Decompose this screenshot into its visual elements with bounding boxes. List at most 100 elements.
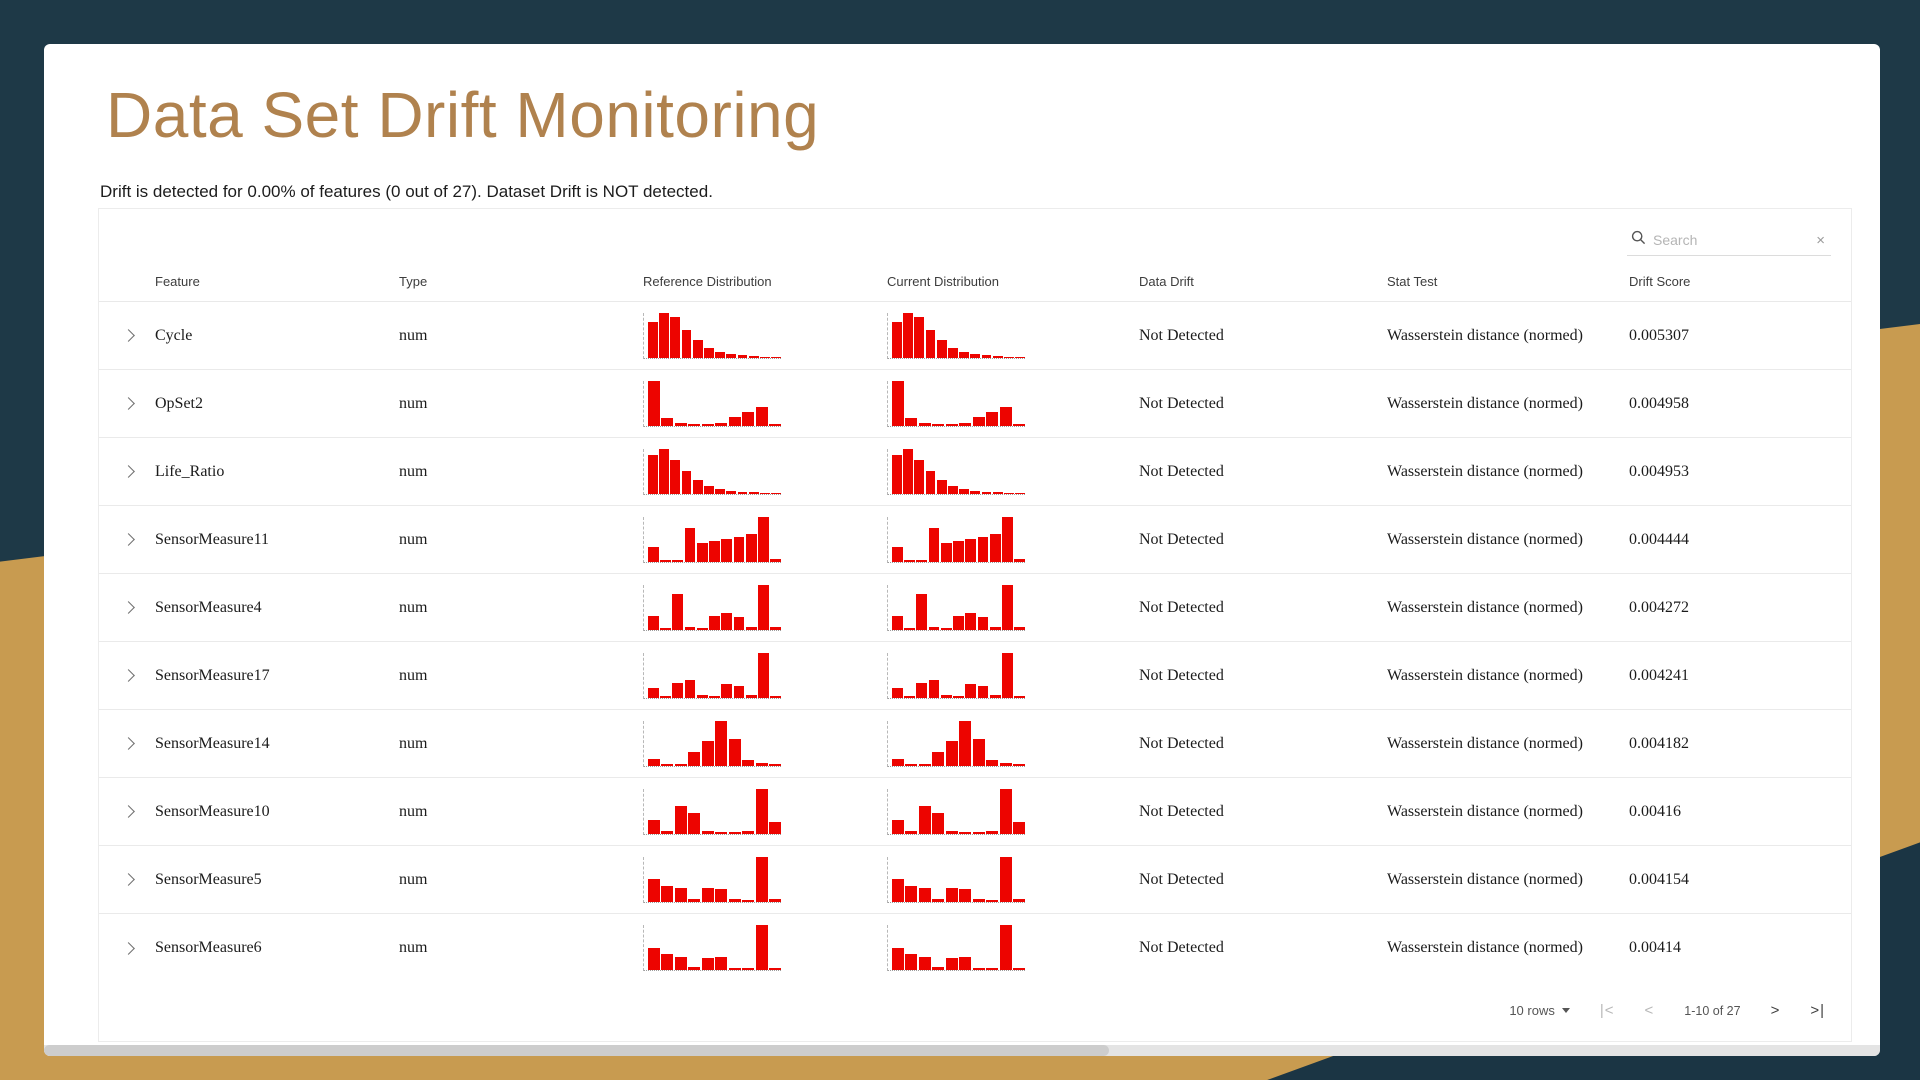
data-drift-status: Not Detected xyxy=(1139,326,1224,344)
histogram-bar xyxy=(648,759,660,766)
row-expander-button[interactable] xyxy=(99,465,155,478)
column-header: Drift Score xyxy=(1629,274,1691,289)
histogram-bar xyxy=(701,831,714,834)
table-row: SensorMeasure10 num Not Detected Wasserstei… xyxy=(99,778,1851,846)
histogram-bar xyxy=(674,423,687,426)
histogram-bar xyxy=(999,788,1012,834)
histogram-bar xyxy=(648,687,659,698)
histogram-bar xyxy=(728,899,741,902)
histogram-bar xyxy=(989,626,1001,630)
histogram-bar xyxy=(1014,627,1026,630)
feature-name: Life_Ratio xyxy=(155,462,225,480)
row-expander-button[interactable] xyxy=(99,397,155,410)
histogram-bar xyxy=(770,695,782,698)
histogram-bar xyxy=(737,355,748,358)
histogram-bar xyxy=(904,695,915,698)
histogram-bar xyxy=(918,763,931,766)
histogram-bar xyxy=(940,627,952,630)
feature-name: SensorMeasure10 xyxy=(155,802,270,820)
histogram-bar xyxy=(661,763,674,766)
horizontal-scrollbar[interactable] xyxy=(44,1045,1880,1056)
current-distribution-chart xyxy=(887,856,1026,903)
histogram-bar xyxy=(674,805,687,834)
histogram-bar xyxy=(742,760,755,766)
histogram-bar xyxy=(999,925,1012,970)
histogram-bar xyxy=(972,899,985,902)
histogram-bar xyxy=(701,958,714,970)
last-page-button[interactable]: >| xyxy=(1810,1002,1825,1019)
histogram-bar xyxy=(1014,695,1026,698)
chevron-right-icon xyxy=(121,805,135,818)
feature-type: num xyxy=(399,394,428,412)
row-expander-button[interactable] xyxy=(99,941,155,955)
rows-per-page-select[interactable]: 10 rows xyxy=(1509,1003,1570,1018)
row-expander-button[interactable] xyxy=(99,873,155,886)
row-expander-button[interactable] xyxy=(99,805,155,818)
row-expander-button[interactable] xyxy=(99,533,155,546)
histogram-bar xyxy=(945,888,958,902)
column-header: Reference Distribution xyxy=(643,274,772,289)
stat-test-name: Wasserstein distance (normed) xyxy=(1387,394,1583,412)
feature-type: num xyxy=(399,870,428,888)
histogram-bar xyxy=(660,559,671,562)
histogram-bar xyxy=(953,541,964,562)
data-drift-status: Not Detected xyxy=(1139,802,1224,820)
histogram-bar xyxy=(692,480,703,494)
histogram-bar xyxy=(758,652,769,698)
stat-test-name: Wasserstein distance (normed) xyxy=(1387,939,1583,956)
histogram-bar xyxy=(992,492,1003,494)
histogram-bar xyxy=(986,899,999,902)
chevron-right-icon xyxy=(121,737,135,750)
data-drift-status: Not Detected xyxy=(1139,870,1224,888)
histogram-bar xyxy=(755,763,768,766)
histogram-bar xyxy=(661,953,674,970)
reference-distribution-chart xyxy=(643,788,782,835)
histogram-bar xyxy=(918,423,931,426)
histogram-bar xyxy=(959,831,972,834)
histogram-bar xyxy=(932,752,945,766)
histogram-bar xyxy=(661,831,674,834)
data-drift-status: Not Detected xyxy=(1139,939,1224,956)
row-expander-button[interactable] xyxy=(99,737,155,750)
histogram-bar xyxy=(970,490,981,494)
histogram-bar xyxy=(659,312,669,358)
chevron-right-icon xyxy=(121,873,135,886)
clear-search-icon[interactable]: × xyxy=(1816,231,1825,249)
histogram-bar xyxy=(986,831,999,834)
scrollbar-thumb[interactable] xyxy=(44,1045,1109,1056)
current-distribution-chart xyxy=(887,584,1026,631)
first-page-button[interactable]: |< xyxy=(1599,1002,1615,1019)
data-drift-status: Not Detected xyxy=(1139,462,1224,480)
histogram-bar xyxy=(965,613,977,630)
chevron-right-icon xyxy=(121,533,135,546)
histogram-bar xyxy=(737,491,748,494)
histogram-bar xyxy=(701,888,714,902)
reference-distribution-chart-cell xyxy=(643,652,887,699)
row-expander-button[interactable] xyxy=(99,601,155,614)
current-distribution-chart-cell xyxy=(887,788,1139,835)
search-icon xyxy=(1631,230,1646,250)
stat-test-name: Wasserstein distance (normed) xyxy=(1387,870,1583,888)
row-expander-button[interactable] xyxy=(99,669,155,682)
table-body: Cycle num Not Detected Wasserstein distance… xyxy=(99,302,1851,982)
histogram-bar xyxy=(688,967,701,970)
row-expander-button[interactable] xyxy=(99,329,155,342)
feature-type: num xyxy=(399,598,428,616)
histogram-bar xyxy=(771,356,781,358)
histogram-bar xyxy=(704,485,714,494)
previous-page-button[interactable]: < xyxy=(1644,1002,1655,1019)
table-row: SensorMeasure6 num Not Detected Wasserstein… xyxy=(99,914,1851,982)
histogram-bar xyxy=(945,958,958,970)
current-distribution-chart-cell xyxy=(887,516,1139,563)
histogram-bar xyxy=(648,879,660,902)
search-input[interactable] xyxy=(1653,232,1808,248)
histogram-bar xyxy=(916,594,928,630)
current-distribution-chart xyxy=(887,925,1026,971)
histogram-bar xyxy=(684,527,696,562)
search-box[interactable]: × xyxy=(1627,225,1831,256)
histogram-bar xyxy=(1013,764,1026,766)
histogram-bar xyxy=(965,539,977,562)
next-page-button[interactable]: > xyxy=(1770,1002,1781,1019)
histogram-bar xyxy=(721,684,733,698)
report-card: Data Set Drift Monitoring Drift is detec… xyxy=(44,44,1880,1056)
